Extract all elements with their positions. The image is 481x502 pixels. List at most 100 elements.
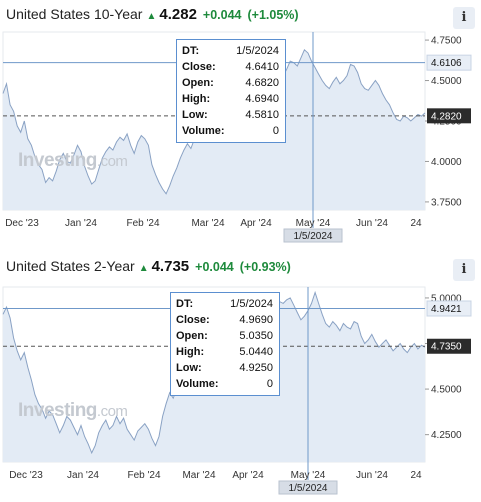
tooltip-key: Low: xyxy=(182,109,208,121)
last-price: 4.282 xyxy=(159,6,197,23)
tooltip-key: High: xyxy=(176,346,205,358)
price-change-percent: (+0.93%) xyxy=(239,260,291,274)
tooltip-key: DT: xyxy=(176,298,194,310)
tooltip-value: 5.0440 xyxy=(239,346,273,358)
tooltip-key: Volume: xyxy=(176,378,219,390)
high-tag-label: 4.6106 xyxy=(431,58,462,69)
high-tag-box xyxy=(426,54,472,71)
tooltip-row: Low: 4.5810 xyxy=(182,107,279,123)
price-change-percent: (+1.05%) xyxy=(247,8,299,22)
x-tick-label: Dec '23 xyxy=(5,218,39,229)
x-tick-label: Dec '23 xyxy=(9,470,43,481)
last-tag-box xyxy=(427,338,471,354)
y-tick-label: 4.5000 xyxy=(431,76,462,87)
up-arrow-icon: ▲ xyxy=(146,11,157,22)
chart-header: United States 2-Year ▲ 4.735 +0.044 (+0.… xyxy=(6,258,291,278)
tooltip-key: High: xyxy=(182,93,211,105)
investing-watermark: Investing.com xyxy=(18,150,128,172)
x-tick-label: 24 xyxy=(410,470,422,481)
tooltip-row: Volume: 0 xyxy=(182,123,279,139)
tooltip-value: 4.5810 xyxy=(245,109,279,121)
x-tick-label: Apr '24 xyxy=(240,218,272,229)
tooltip-value: 1/5/2024 xyxy=(230,298,273,310)
x-tick-label: Jan '24 xyxy=(65,218,97,229)
tooltip-key: Open: xyxy=(182,77,214,89)
crosshair-date-tag: 1/5/2024 xyxy=(283,228,343,243)
last-price: 4.735 xyxy=(151,258,190,275)
tooltip-value: 4.9690 xyxy=(239,314,273,326)
tooltip-value: 4.9250 xyxy=(239,362,273,374)
price-change: +0.044 xyxy=(202,8,242,22)
last-tag-label: 4.7350 xyxy=(431,342,462,353)
tooltip-key: DT: xyxy=(182,45,200,57)
tooltip-value: 4.6410 xyxy=(245,61,279,73)
crosshair-date-box xyxy=(278,480,338,495)
tooltip-row: Volume: 0 xyxy=(176,376,273,392)
y-tick-label: 4.7500 xyxy=(431,36,462,47)
x-tick-label: May '24 xyxy=(296,218,331,229)
crosshair-date-label: 1/5/2024 xyxy=(294,231,333,242)
tooltip-row: Low: 4.9250 xyxy=(176,360,273,376)
tooltip-key: Open: xyxy=(176,330,208,342)
high-price-tag: 4.9421 xyxy=(426,300,472,317)
last-tag-box xyxy=(427,108,471,124)
high-tag-label: 4.9421 xyxy=(431,304,462,315)
info-icon[interactable]: i xyxy=(453,259,475,281)
tooltip-row: Close: 4.9690 xyxy=(176,312,273,328)
last-tag-label: 4.2820 xyxy=(431,111,462,122)
watermark-brand: Investing xyxy=(18,400,97,421)
tooltip-value: 0 xyxy=(266,378,273,390)
x-tick-label: May '24 xyxy=(291,470,326,481)
last-price-tag: 4.2820 xyxy=(427,108,471,124)
watermark-brand: Investing xyxy=(18,150,97,171)
tooltip-value: 0 xyxy=(272,125,279,137)
tooltip-row: Close: 4.6410 xyxy=(182,59,279,75)
tooltip-row: DT: 1/5/2024 xyxy=(176,296,273,312)
tooltip-row: DT: 1/5/2024 xyxy=(182,43,279,59)
tooltip-key: Close: xyxy=(176,314,210,326)
watermark-suffix: .com xyxy=(96,403,128,420)
tooltip-key: Volume: xyxy=(182,125,225,137)
crosshair-date-box xyxy=(283,228,343,243)
tooltip-value: 5.0350 xyxy=(239,330,273,342)
y-tick-label: 4.5000 xyxy=(431,385,462,396)
tooltip-row: High: 5.0440 xyxy=(176,344,273,360)
tooltip-row: Open: 5.0350 xyxy=(176,328,273,344)
x-tick-label: 24 xyxy=(410,218,422,229)
info-icon[interactable]: i xyxy=(453,7,475,29)
watermark-suffix: .com xyxy=(96,153,128,170)
x-tick-label: Jan '24 xyxy=(67,470,99,481)
crosshair-date-tag: 1/5/2024 xyxy=(278,480,338,495)
y-tick-label: 3.7500 xyxy=(431,197,462,208)
last-price-tag: 4.7350 xyxy=(427,338,471,354)
high-price-tag: 4.6106 xyxy=(426,54,472,71)
up-arrow-icon: ▲ xyxy=(138,263,149,274)
tooltip-value: 4.6940 xyxy=(245,93,279,105)
y-tick-label: 5.0000 xyxy=(431,293,462,304)
x-tick-label: Apr '24 xyxy=(232,470,264,481)
data-tooltip: DT: 1/5/2024 Close: 4.9690 Open: 5.0350 High: 5… xyxy=(170,292,280,396)
tooltip-row: High: 4.6940 xyxy=(182,91,279,107)
tooltip-key: Close: xyxy=(182,61,216,73)
x-tick-label: Mar '24 xyxy=(182,470,215,481)
x-tick-label: Mar '24 xyxy=(191,218,224,229)
x-tick-label: Feb '24 xyxy=(126,218,159,229)
x-tick-label: Jun '24 xyxy=(356,470,388,481)
x-tick-label: Jun '24 xyxy=(356,218,388,229)
instrument-title: United States 10-Year xyxy=(6,6,143,22)
crosshair-date-label: 1/5/2024 xyxy=(289,483,328,494)
chart-panel-10y: United States 10-Year ▲ 4.282 +0.044 (+1… xyxy=(0,0,481,250)
y-tick-label: 4.2500 xyxy=(431,430,462,441)
tooltip-row: Open: 4.6820 xyxy=(182,75,279,91)
high-tag-box xyxy=(426,300,472,317)
x-tick-label: Feb '24 xyxy=(127,470,160,481)
tooltip-key: Low: xyxy=(176,362,202,374)
tooltip-value: 1/5/2024 xyxy=(236,45,279,57)
price-change: +0.044 xyxy=(195,260,234,274)
investing-watermark: Investing.com xyxy=(18,400,128,422)
tooltip-value: 4.6820 xyxy=(245,77,279,89)
chart-panel-2y: United States 2-Year ▲ 4.735 +0.044 (+0.… xyxy=(0,252,481,502)
y-tick-label: 4.0000 xyxy=(431,157,462,168)
instrument-title: United States 2-Year xyxy=(6,258,135,274)
data-tooltip: DT: 1/5/2024 Close: 4.6410 Open: 4.6820 High: 4… xyxy=(176,39,286,143)
